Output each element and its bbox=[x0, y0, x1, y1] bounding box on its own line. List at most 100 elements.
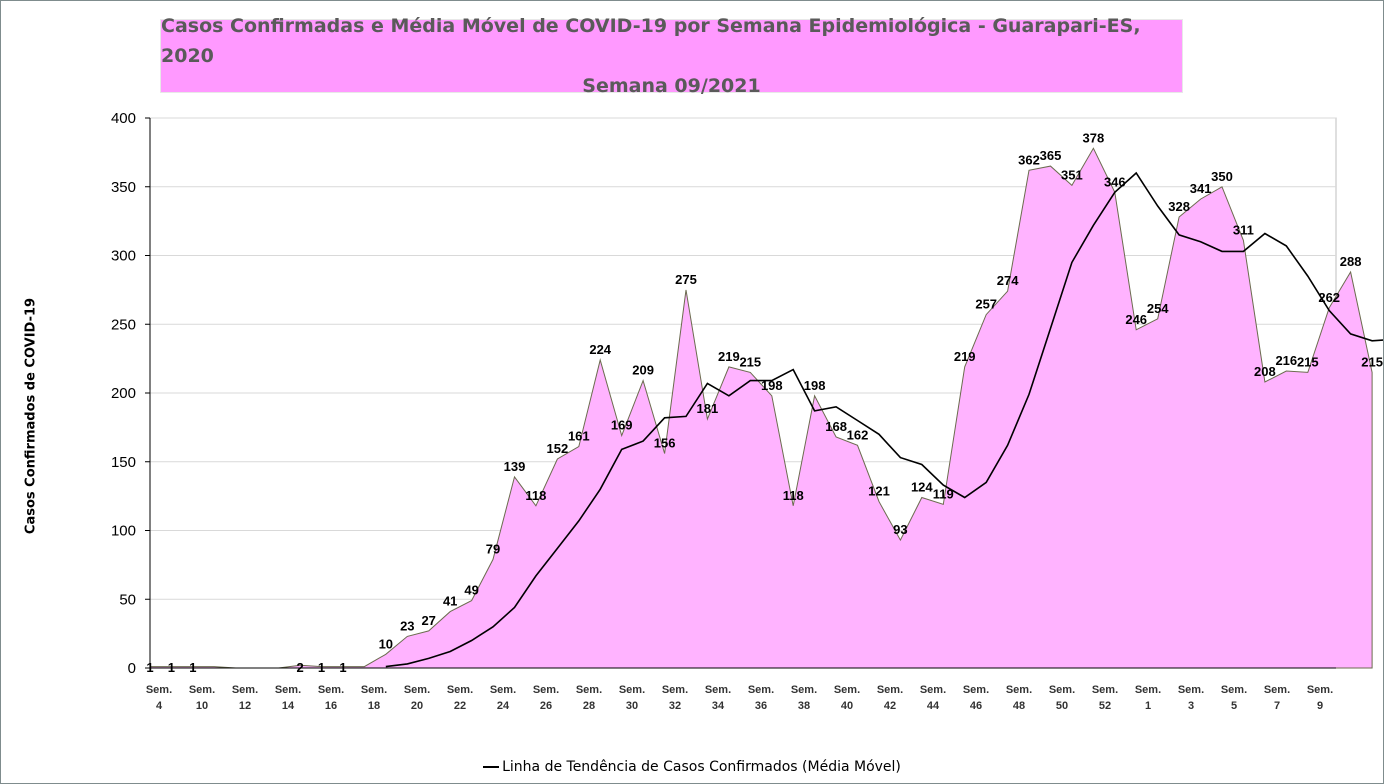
data-label: 169 bbox=[611, 418, 633, 433]
chart-legend: Linha de Tendência de Casos Confirmados … bbox=[1, 759, 1383, 775]
x-tick-label: Sem. bbox=[318, 684, 344, 696]
y-tick-label: 150 bbox=[111, 454, 136, 471]
x-tick-label: Sem. bbox=[490, 684, 516, 696]
data-label: 198 bbox=[804, 378, 826, 393]
data-label: 378 bbox=[1083, 130, 1105, 145]
x-tick-label: 9 bbox=[1317, 700, 1323, 712]
data-label: 139 bbox=[504, 459, 526, 474]
x-tick-label: 12 bbox=[239, 700, 251, 712]
moving-average-line bbox=[385, 171, 1383, 668]
data-label: 346 bbox=[1104, 174, 1126, 189]
data-label: 311 bbox=[1233, 222, 1254, 237]
x-tick-label: 26 bbox=[540, 700, 552, 712]
data-label: 2 bbox=[296, 660, 303, 675]
x-tick-label: Sem. bbox=[1221, 684, 1247, 696]
cases-area bbox=[149, 147, 1373, 669]
data-label: 275 bbox=[675, 272, 697, 287]
x-tick-label: Sem. bbox=[920, 684, 946, 696]
data-label: 274 bbox=[997, 273, 1019, 288]
data-label: 119 bbox=[933, 486, 954, 501]
x-tick-label: Sem. bbox=[791, 684, 817, 696]
x-tick-label: 1 bbox=[1145, 700, 1151, 712]
data-label: 328 bbox=[1168, 199, 1190, 214]
x-tick-label: Sem. bbox=[963, 684, 989, 696]
data-label: 215 bbox=[739, 354, 761, 369]
x-tick-label: 14 bbox=[282, 700, 295, 712]
data-label: 246 bbox=[1125, 312, 1147, 327]
x-tick-label: Sem. bbox=[275, 684, 301, 696]
data-label: 208 bbox=[1254, 364, 1276, 379]
data-label: 216 bbox=[1275, 353, 1297, 368]
x-tick-label: 3 bbox=[1188, 700, 1194, 712]
chart-title: Casos Confirmadas e Média Móvel de COVID… bbox=[161, 15, 1141, 67]
x-tick-label: 30 bbox=[626, 700, 638, 712]
x-tick-label: 46 bbox=[970, 700, 982, 712]
x-tick-label: 7 bbox=[1274, 700, 1280, 712]
x-tick-label: Sem. bbox=[189, 684, 215, 696]
x-tick-label: Sem. bbox=[1135, 684, 1161, 696]
x-tick-label: 34 bbox=[712, 700, 725, 712]
x-tick-label: Sem. bbox=[662, 684, 688, 696]
x-tick-label: 16 bbox=[325, 700, 337, 712]
x-tick-label: Sem. bbox=[1264, 684, 1290, 696]
x-tick-label: Sem. bbox=[748, 684, 774, 696]
y-tick-label: 250 bbox=[111, 316, 136, 333]
data-label: 124 bbox=[911, 480, 933, 495]
x-tick-label: Sem. bbox=[619, 684, 645, 696]
data-label: 341 bbox=[1190, 181, 1212, 196]
data-label: 254 bbox=[1147, 301, 1169, 316]
data-label: 362 bbox=[1018, 152, 1040, 167]
chart-subtitle: Semana 09/2021 bbox=[582, 75, 761, 97]
x-tick-label: 4 bbox=[156, 700, 163, 712]
data-label: 215 bbox=[1361, 354, 1383, 369]
x-tick-label: Sem. bbox=[1178, 684, 1204, 696]
data-label: 219 bbox=[954, 349, 976, 364]
x-tick-label: 20 bbox=[411, 700, 423, 712]
x-tick-label: Sem. bbox=[361, 684, 387, 696]
data-label: 93 bbox=[893, 522, 907, 537]
data-label: 209 bbox=[632, 363, 654, 378]
chart-title-box: Casos Confirmadas e Média Móvel de COVID… bbox=[160, 15, 1183, 97]
x-tick-label: 24 bbox=[497, 700, 510, 712]
x-tick-label: 44 bbox=[927, 700, 940, 712]
x-tick-label: Sem. bbox=[146, 684, 172, 696]
data-label: 1 bbox=[168, 660, 175, 675]
x-tick-label: Sem. bbox=[576, 684, 602, 696]
y-tick-label: 100 bbox=[111, 523, 136, 540]
x-tick-label: Sem. bbox=[447, 684, 473, 696]
data-label: 198 bbox=[761, 378, 783, 393]
data-label: 1 bbox=[339, 660, 346, 675]
x-tick-label: 40 bbox=[841, 700, 853, 712]
data-label: 152 bbox=[547, 441, 569, 456]
data-label: 121 bbox=[868, 484, 890, 499]
x-tick-label: 18 bbox=[368, 700, 380, 712]
data-label: 168 bbox=[825, 419, 847, 434]
data-label: 288 bbox=[1340, 254, 1362, 269]
x-tick-label: Sem. bbox=[705, 684, 731, 696]
x-tick-label: Sem. bbox=[533, 684, 559, 696]
y-tick-label: 350 bbox=[111, 179, 136, 196]
data-label: 350 bbox=[1211, 169, 1233, 184]
x-tick-label: Sem. bbox=[1006, 684, 1032, 696]
data-label: 162 bbox=[847, 427, 869, 442]
x-tick-label: Sem. bbox=[1307, 684, 1333, 696]
data-label: 118 bbox=[525, 488, 546, 503]
x-tick-label: Sem. bbox=[1049, 684, 1075, 696]
data-label: 1 bbox=[318, 660, 325, 675]
x-tick-label: 52 bbox=[1099, 700, 1111, 712]
data-label: 365 bbox=[1040, 148, 1062, 163]
x-tick-label: Sem. bbox=[877, 684, 903, 696]
x-tick-label: Sem. bbox=[404, 684, 430, 696]
data-label: 161 bbox=[568, 429, 590, 444]
data-label: 156 bbox=[654, 436, 676, 451]
x-tick-label: 32 bbox=[669, 700, 681, 712]
x-tick-label: 22 bbox=[454, 700, 466, 712]
data-label: 79 bbox=[486, 541, 500, 556]
data-label: 118 bbox=[783, 488, 804, 503]
data-label: 181 bbox=[697, 401, 719, 416]
x-tick-label: Sem. bbox=[232, 684, 258, 696]
x-tick-label: 48 bbox=[1013, 700, 1025, 712]
y-tick-label: 50 bbox=[119, 591, 136, 608]
